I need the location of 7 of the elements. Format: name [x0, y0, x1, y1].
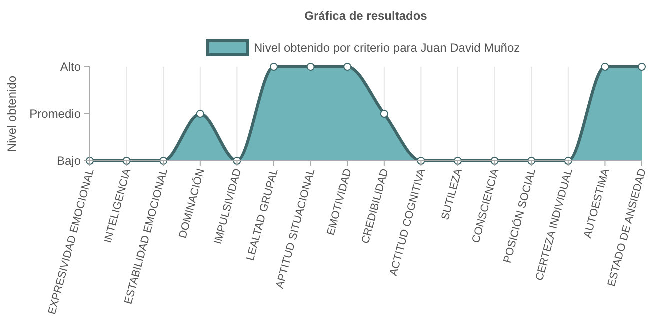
category-label: Bajo	[56, 154, 81, 168]
category-label: Alto	[60, 60, 81, 74]
category-label: Promedio	[30, 107, 81, 121]
legend-label: Nivel obtenido por criterio para Juan David Muñoz	[254, 41, 520, 55]
x-tick-label: LEALTAD GRUPAL	[244, 168, 281, 262]
chart-title: Gráfica de resultados	[304, 9, 428, 23]
y-axis-title: Nivel obtenido	[5, 76, 19, 152]
